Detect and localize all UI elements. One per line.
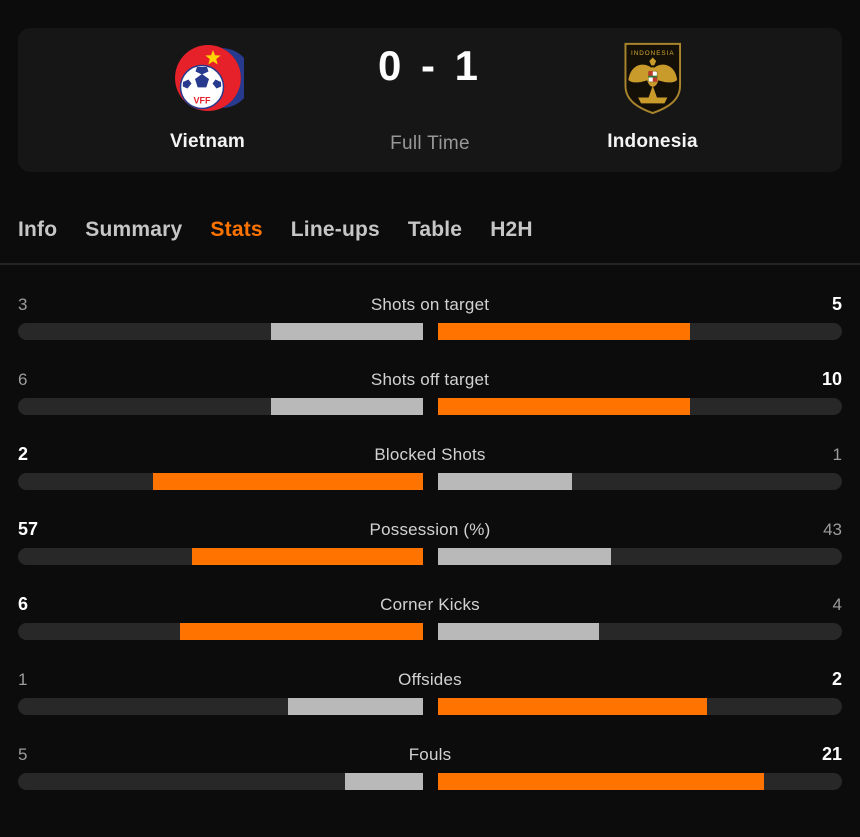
home-bar-track — [18, 698, 423, 715]
home-team-name: Vietnam — [170, 131, 245, 152]
away-value: 43 — [823, 519, 842, 539]
stat-line: 3 Shots on target 5 — [18, 294, 842, 315]
stat-row: 6 Corner Kicks 4 — [18, 565, 842, 640]
stat-bars — [18, 773, 842, 790]
away-bar-track — [437, 623, 842, 640]
away-bar-track — [437, 698, 842, 715]
indonesia-team-logo: INDONESIA — [614, 40, 690, 116]
home-bar-fill — [287, 698, 423, 715]
away-value: 2 — [831, 669, 842, 689]
stat-line: 5 Fouls 21 — [18, 744, 842, 765]
stat-bars — [18, 548, 842, 565]
match-status: Full Time — [390, 133, 470, 154]
home-value: 2 — [18, 444, 29, 464]
away-value: 1 — [832, 444, 842, 464]
tab-summary[interactable]: Summary — [85, 218, 183, 241]
stat-label: Shots on target — [370, 294, 490, 314]
away-bar-fill — [437, 548, 612, 565]
stat-row: 1 Offsides 2 — [18, 640, 842, 715]
tab-h2h[interactable]: H2H — [490, 218, 533, 241]
match-detail-page: VFF Vietnam 0 - 1 Full Time INDONESIA — [0, 28, 860, 837]
stat-bars — [18, 398, 842, 415]
home-bar-fill — [270, 323, 423, 340]
svg-text:INDONESIA: INDONESIA — [631, 50, 675, 57]
home-value: 5 — [18, 744, 28, 764]
away-value: 5 — [831, 294, 842, 314]
home-bar-track — [18, 323, 423, 340]
stat-label: Shots off target — [370, 369, 490, 389]
home-team[interactable]: VFF Vietnam — [170, 40, 246, 153]
tab-line-ups[interactable]: Line-ups — [290, 218, 380, 241]
home-bar-track — [18, 773, 423, 790]
stat-line: 6 Corner Kicks 4 — [18, 594, 842, 615]
away-value: 10 — [821, 369, 842, 389]
away-bar-fill — [437, 398, 691, 415]
stat-row: 6 Shots off target 10 — [18, 340, 842, 415]
away-bar-track — [437, 548, 842, 565]
stat-label: Corner Kicks — [380, 594, 480, 614]
away-bar-fill — [437, 623, 600, 640]
stat-row: 57 Possession (%) 43 — [18, 490, 842, 565]
away-bar-fill — [437, 698, 708, 715]
svg-text:VFF: VFF — [193, 96, 211, 106]
home-bar-track — [18, 473, 423, 490]
home-bar-track — [18, 398, 423, 415]
away-value: 4 — [832, 594, 842, 614]
home-value: 57 — [18, 519, 39, 539]
stat-bars — [18, 698, 842, 715]
stat-line: 6 Shots off target 10 — [18, 369, 842, 390]
stat-line: 2 Blocked Shots 1 — [18, 444, 842, 465]
section-divider — [0, 263, 860, 265]
stat-row: 2 Blocked Shots 1 — [18, 415, 842, 490]
away-team[interactable]: INDONESIA — [607, 40, 698, 153]
stat-bars — [18, 623, 842, 640]
home-bar-fill — [179, 623, 423, 640]
away-bar-track — [437, 323, 842, 340]
away-bar-track — [437, 398, 842, 415]
tab-stats[interactable]: Stats — [210, 218, 263, 241]
stat-line: 1 Offsides 2 — [18, 669, 842, 690]
away-bar-fill — [437, 773, 765, 790]
away-bar-track — [437, 473, 842, 490]
away-value: 21 — [821, 744, 842, 764]
home-bar-fill — [191, 548, 423, 565]
stat-label: Possession (%) — [369, 519, 491, 539]
stat-label: Fouls — [408, 744, 452, 764]
tab-info[interactable]: Info — [18, 218, 58, 241]
stat-row: 3 Shots on target 5 — [18, 265, 842, 340]
home-value: 3 — [18, 294, 28, 314]
stat-label: Offsides — [398, 669, 462, 689]
tab-table[interactable]: Table — [407, 218, 463, 241]
stat-bars — [18, 473, 842, 490]
stat-label: Blocked Shots — [374, 444, 486, 464]
vietnam-team-logo: VFF — [170, 40, 246, 116]
home-value: 1 — [18, 669, 28, 689]
away-bar-fill — [437, 473, 573, 490]
score-block: 0 - 1 Full Time — [378, 40, 482, 155]
stat-line: 57 Possession (%) 43 — [18, 519, 842, 540]
home-bar-track — [18, 548, 423, 565]
match-header-card: VFF Vietnam 0 - 1 Full Time INDONESIA — [18, 28, 842, 172]
home-value: 6 — [18, 594, 29, 614]
home-bar-fill — [152, 473, 423, 490]
stat-row: 5 Fouls 21 — [18, 715, 842, 790]
away-bar-track — [437, 773, 842, 790]
away-bar-fill — [437, 323, 691, 340]
away-team-name: Indonesia — [607, 131, 698, 152]
stats-list: 3 Shots on target 5 6 Shots off target 1… — [0, 265, 860, 790]
match-score: 0 - 1 — [377, 42, 483, 89]
home-bar-fill — [344, 773, 423, 790]
stat-bars — [18, 323, 842, 340]
home-value: 6 — [18, 369, 28, 389]
home-bar-track — [18, 623, 423, 640]
tab-bar: Info Summary Stats Line-ups Table H2H — [0, 172, 860, 263]
home-bar-fill — [270, 398, 423, 415]
